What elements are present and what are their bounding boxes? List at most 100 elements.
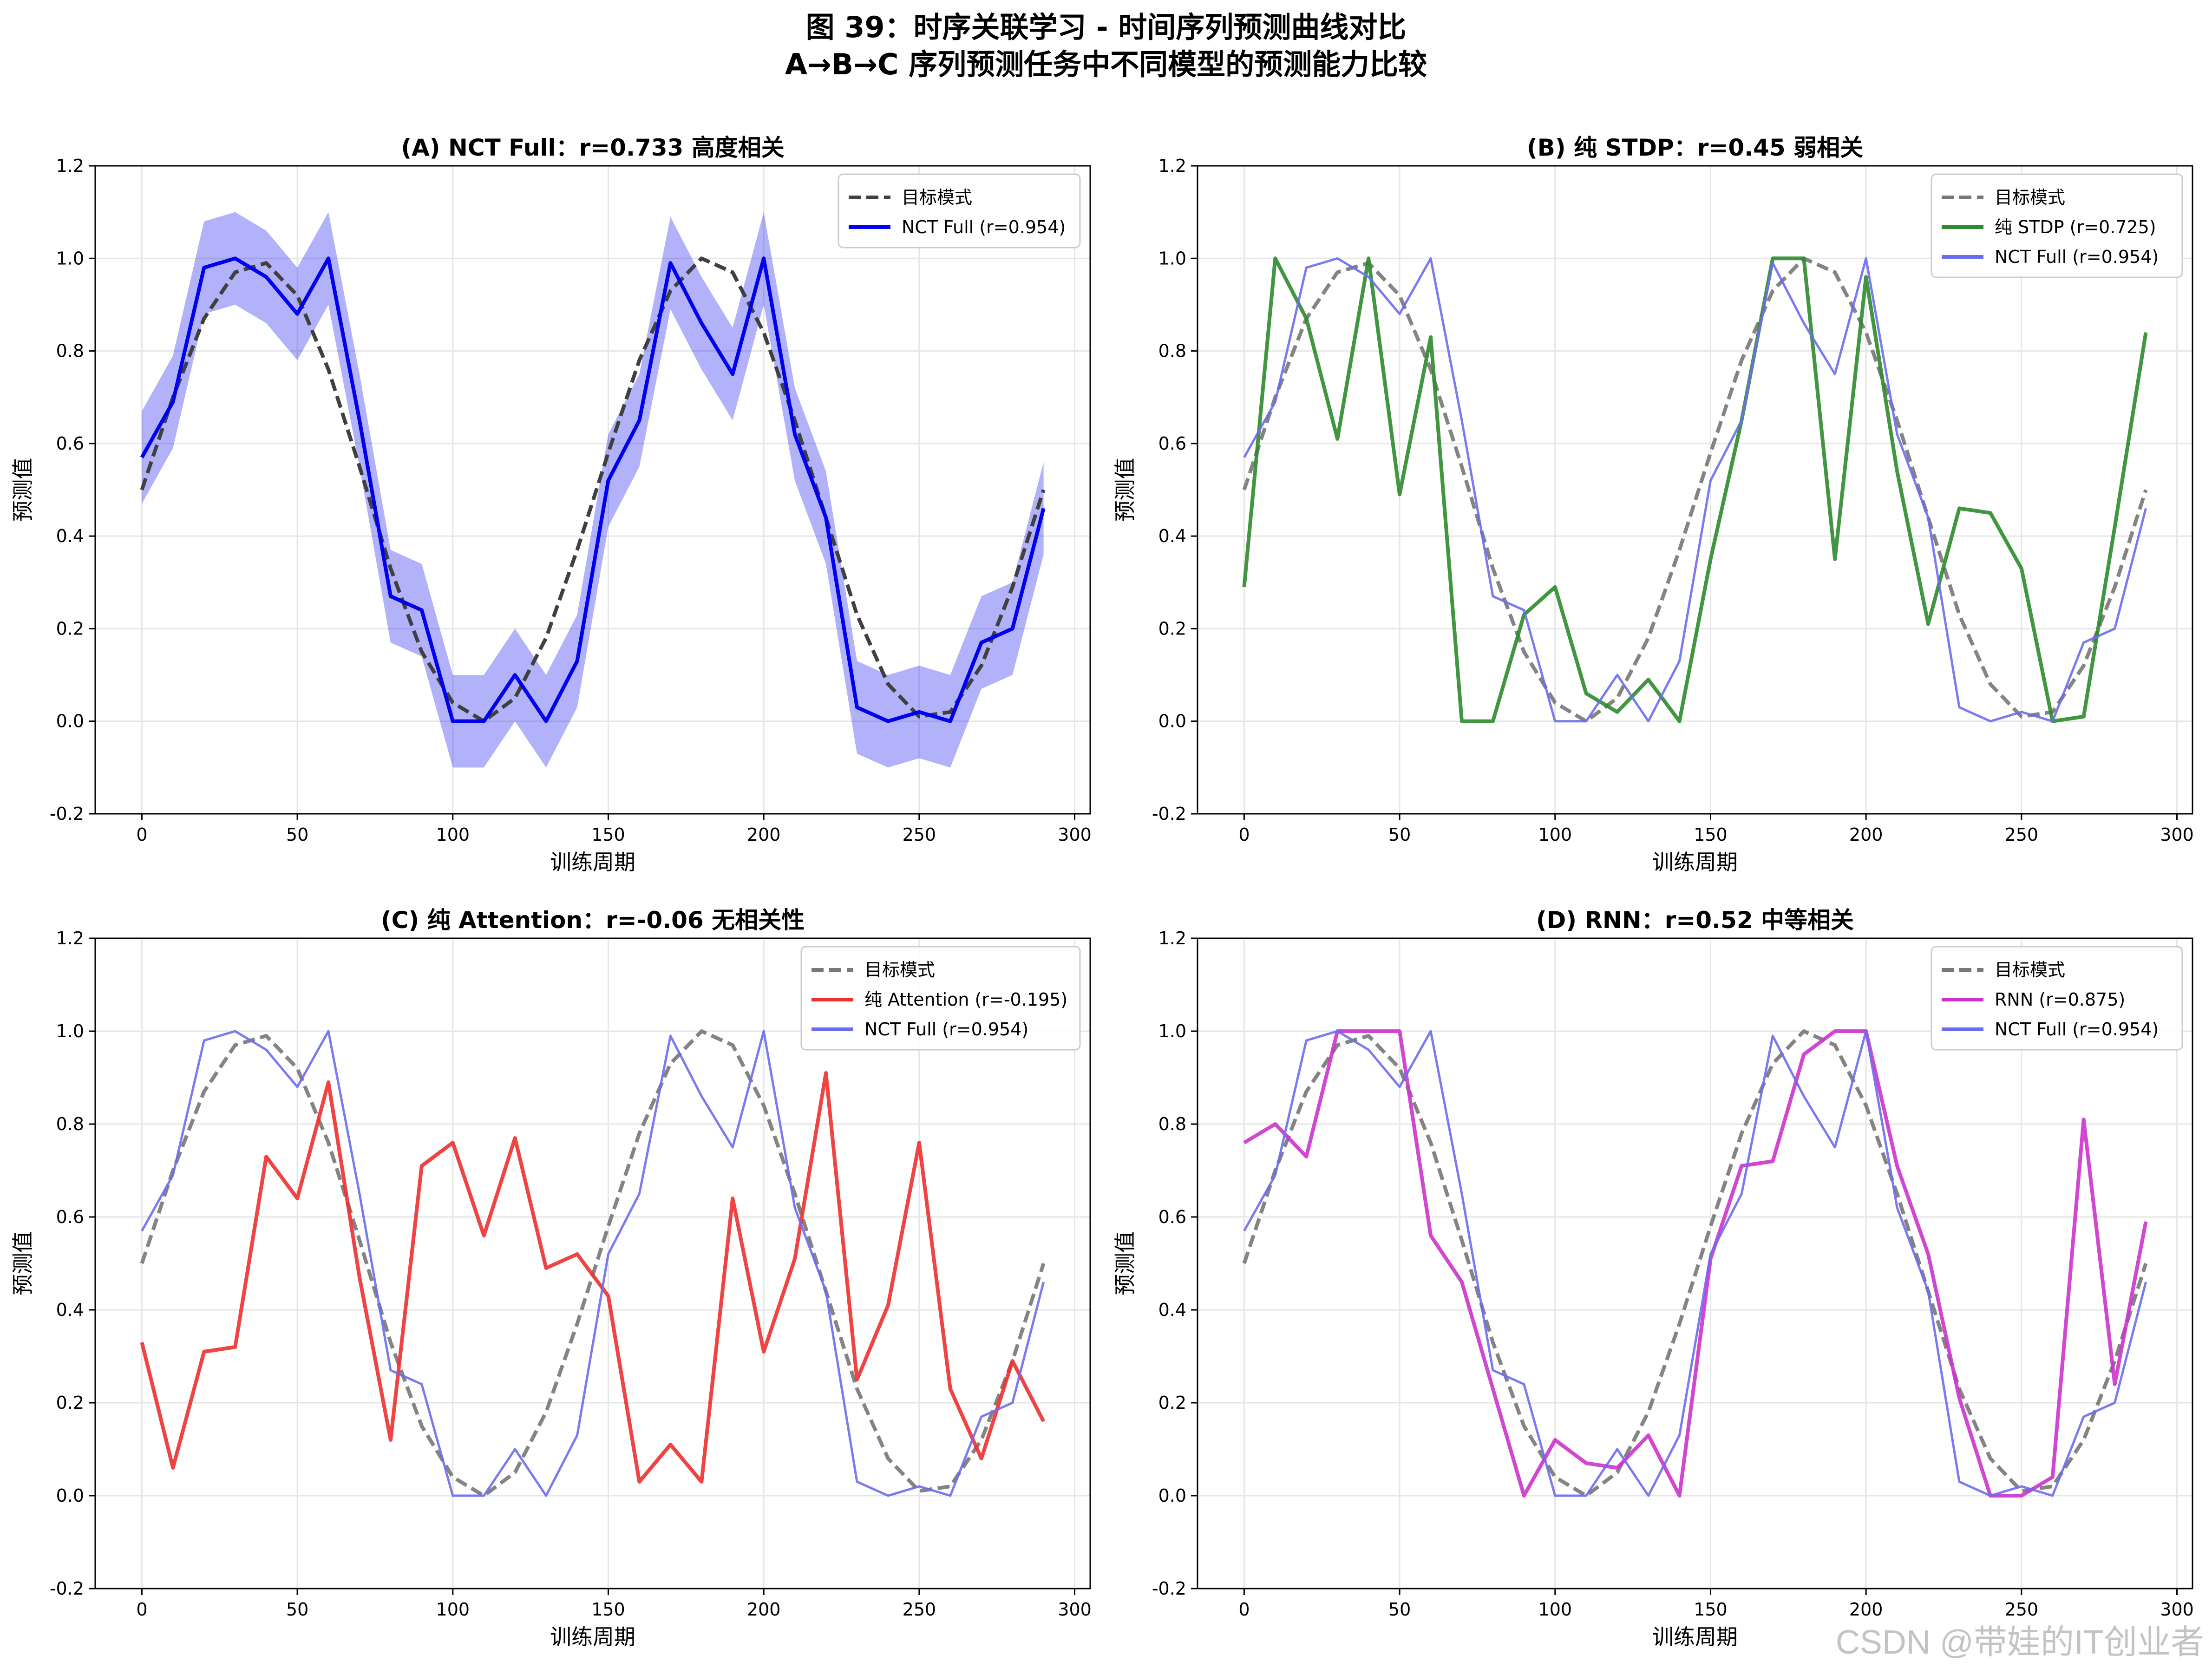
series-line-1 [140,256,1046,723]
x-axis-label: 训练周期 [1652,1624,1738,1649]
y-tick-label: 0.2 [56,1393,84,1413]
y-tick-label: 1.2 [56,928,84,948]
legend-label: NCT Full (r=0.954) [864,1019,1028,1040]
x-tick-label: 100 [436,824,470,845]
x-tick-label: 250 [903,824,936,845]
y-tick-label: 0.8 [56,1114,84,1134]
x-axis-label: 训练周期 [550,850,635,875]
y-tick-label: 0.0 [1158,711,1186,732]
x-tick-label: 50 [286,824,308,845]
series-line-3 [1243,1030,2147,1497]
y-tick-label: 0.2 [1158,1393,1186,1413]
legend-box [800,946,1081,1051]
chart-panel-4: (D) RNN：r=0.52 中等相关 0 50 100 150 200 250 300 -0.… [1113,907,2194,1649]
x-axis-label: 训练周期 [550,1624,635,1649]
x-tick-label: 150 [1694,824,1728,845]
series-line-2 [140,256,1046,723]
watermark: CSDN @带娃的IT创业者 [1836,1624,2204,1661]
x-tick-label: 0 [1238,1599,1250,1620]
panel-title: (D) RNN：r=0.52 中等相关 [1536,907,1854,934]
x-tick-label: 150 [1694,1599,1728,1620]
plot-frame [1197,165,2193,815]
legend-label: 目标模式 [1995,960,2065,980]
panel-title: (B) 纯 STDP：r=0.45 弱相关 [1527,134,1863,161]
series-line-1 [1242,1029,2148,1498]
x-tick-label: 150 [591,1599,625,1620]
x-tick-label: 0 [136,1599,147,1620]
x-tick-label: 50 [1388,1599,1411,1620]
y-tick-label: 0.4 [56,526,84,546]
y-tick-label: 1.0 [56,248,84,268]
series-line-1 [140,1029,1046,1498]
series-line-2 [1243,1029,2148,1498]
panel-title: (C) 纯 Attention：r=-0.06 无相关性 [381,907,805,934]
y-tick-label: 0.2 [1158,618,1186,639]
x-tick-label: 200 [1849,824,1883,845]
y-tick-label: 0.0 [56,1485,84,1506]
x-tick-label: 100 [436,1599,470,1620]
series-line-3 [141,1030,1045,1497]
x-tick-label: 200 [747,824,781,845]
y-tick-label: 1.2 [1158,156,1186,176]
legend: 目标模式 RNN (r=0.875) NCT Full (r=0.954) [1931,946,2183,1051]
legend-label: 纯 STDP (r=0.725) [1995,217,2156,237]
y-tick-label: -0.2 [1152,1578,1186,1599]
legend-label: NCT Full (r=0.954) [1995,247,2159,267]
x-tick-label: 300 [2160,1599,2194,1620]
y-tick-label: 0.6 [1158,433,1186,454]
y-tick-label: 1.0 [1158,248,1186,268]
x-tick-label: 250 [903,1599,936,1620]
y-tick-label: 1.0 [56,1021,84,1041]
series-line-2 [140,1071,1046,1484]
y-tick-label: 0.0 [56,711,84,732]
legend-label: 目标模式 [1995,187,2065,208]
legend-label: RNN (r=0.875) [1995,989,2125,1010]
y-tick-label: -0.2 [50,1578,84,1599]
x-axis-label: 训练周期 [1652,850,1738,875]
panels: (A) NCT Full：r=0.733 高度相关 0 50 100 150 200 250… [10,134,2194,1649]
legend-label: 目标模式 [902,187,972,208]
y-tick-label: 1.2 [1158,928,1186,948]
y-tick-label: 1.2 [56,156,84,176]
y-tick-label: -0.2 [50,804,84,824]
figure-title-line1: 图 39：时序关联学习 - 时间序列预测曲线对比 [806,10,1407,44]
x-tick-label: 250 [2005,824,2039,845]
x-tick-label: 0 [136,824,147,845]
y-axis-label: 预测值 [1113,1231,1138,1295]
legend-label: 纯 Attention (r=-0.195) [864,989,1067,1010]
y-tick-label: -0.2 [1152,804,1186,824]
legend-label: NCT Full (r=0.954) [1995,1019,2159,1040]
series-line-1 [1242,256,2148,723]
y-tick-label: 0.8 [56,341,84,361]
legend-box [1931,946,2183,1051]
legend-box [838,173,1081,249]
y-tick-label: 0.6 [1158,1207,1186,1227]
y-tick-label: 0.4 [1158,1300,1186,1320]
x-tick-label: 200 [747,1599,781,1620]
y-tick-label: 0.6 [56,433,84,454]
x-tick-label: 50 [286,1599,308,1620]
plot-frame [94,937,1091,1590]
y-tick-label: 0.0 [1158,1485,1186,1506]
legend-label: NCT Full (r=0.954) [902,217,1066,237]
legend: 目标模式 NCT Full (r=0.954) [838,173,1081,249]
x-tick-label: 300 [1058,1599,1092,1620]
y-tick-label: 0.4 [1158,526,1186,546]
plot-frame [1197,937,2193,1590]
figure-title-line2: A→B→C 序列预测任务中不同模型的预测能力比较 [785,47,1427,81]
chart-panel-2: (B) 纯 STDP：r=0.45 弱相关 0 50 100 150 200 250 300 -… [1113,134,2194,875]
chart-panel-3: (C) 纯 Attention：r=-0.06 无相关性 0 50 100 150 200… [10,907,1092,1649]
x-tick-label: 300 [2160,824,2194,845]
panel-title: (A) NCT Full：r=0.733 高度相关 [401,134,785,161]
x-tick-label: 150 [591,824,625,845]
series-line-3 [1243,257,2147,723]
x-tick-label: 50 [1388,824,1411,845]
y-axis-label: 预测值 [10,458,35,522]
legend-box [1931,173,2183,278]
y-tick-label: 0.8 [1158,1114,1186,1134]
chart-panel-1: (A) NCT Full：r=0.733 高度相关 0 50 100 150 200 250… [10,134,1092,875]
y-axis-label: 预测值 [10,1231,35,1295]
